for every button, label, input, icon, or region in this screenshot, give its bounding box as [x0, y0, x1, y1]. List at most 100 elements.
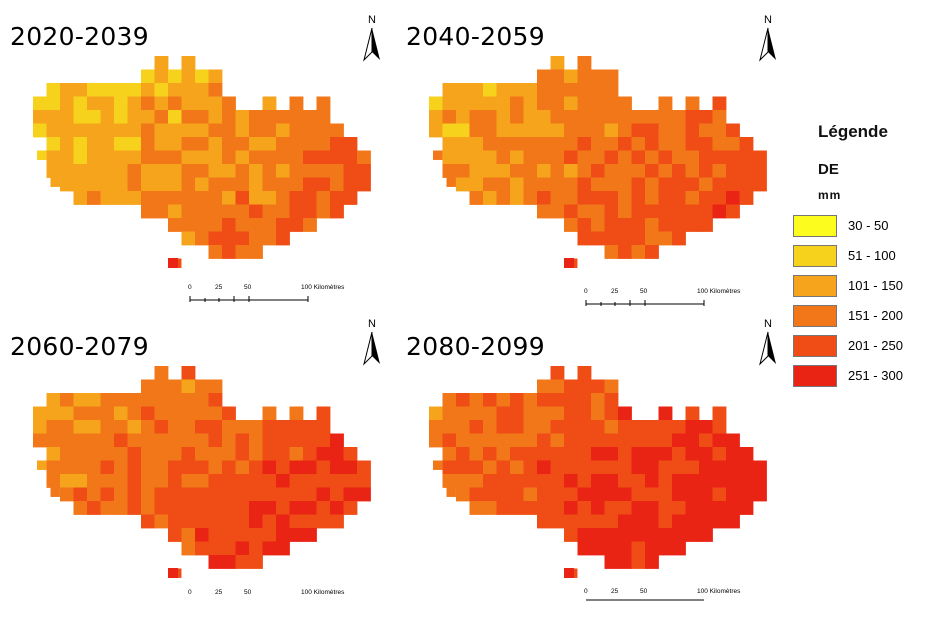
- raster-cell: [523, 393, 538, 407]
- legend-item: 201 - 250: [793, 335, 918, 359]
- raster-cell: [672, 460, 686, 475]
- raster-cell: [73, 150, 88, 165]
- raster-cell: [276, 474, 290, 488]
- raster-cell: [510, 433, 524, 448]
- raster-cell: [591, 96, 605, 111]
- raster-cell: [564, 460, 578, 475]
- raster-cell: [712, 474, 727, 488]
- raster-cell: [591, 177, 605, 192]
- raster-cell: [523, 420, 538, 434]
- raster-cell: [631, 123, 646, 138]
- raster-cell: [127, 393, 142, 407]
- raster-cell: [316, 177, 331, 192]
- legend-title: Légende: [818, 122, 888, 141]
- raster-cell: [357, 177, 371, 192]
- raster-cell: [276, 447, 290, 461]
- raster-cell: [456, 460, 470, 475]
- raster-cell: [685, 150, 700, 165]
- raster-cell: [303, 487, 317, 502]
- raster-cell: [262, 191, 277, 205]
- raster-cell: [141, 379, 155, 394]
- raster-cell: [645, 514, 659, 529]
- map-panel-2080-2099: 2080-2099: [396, 310, 796, 610]
- raster-cell: [442, 164, 457, 178]
- raster-cell: [303, 218, 317, 232]
- raster-cell: [577, 69, 592, 84]
- scale-bar: 0 25 50 100 Kilomètres: [187, 589, 387, 629]
- raster-cell: [154, 433, 169, 448]
- raster-cell: [46, 460, 61, 475]
- raster-cell: [262, 474, 277, 488]
- raster-cell: [537, 474, 551, 488]
- raster-cell: [37, 460, 47, 470]
- raster-cell: [604, 528, 619, 542]
- raster-cell: [249, 231, 263, 246]
- raster-cell: [699, 110, 713, 124]
- raster-cell: [483, 393, 497, 407]
- raster-cell: [591, 204, 605, 219]
- raster-cell: [46, 96, 61, 111]
- raster-cell: [141, 433, 155, 448]
- raster-cell: [631, 164, 646, 178]
- raster-cell: [330, 164, 344, 178]
- raster-cell: [550, 420, 565, 434]
- raster-cell: [60, 96, 74, 111]
- raster-cell: [523, 191, 538, 205]
- raster-cell: [289, 460, 304, 475]
- raster-cell: [46, 164, 61, 178]
- raster-cell: [330, 433, 344, 448]
- raster-cell: [456, 433, 470, 448]
- raster-cell: [456, 406, 470, 421]
- raster-cell: [618, 406, 632, 421]
- raster-cell: [87, 137, 101, 151]
- raster-cell: [222, 474, 236, 488]
- raster-cell: [249, 528, 263, 542]
- raster-cell: [100, 123, 115, 138]
- raster-cell: [195, 420, 209, 434]
- raster-cell: [289, 433, 304, 448]
- raster-cell: [510, 393, 524, 407]
- raster-cell: [168, 164, 182, 178]
- raster-cell: [618, 447, 632, 461]
- raster-cell: [195, 177, 209, 192]
- scale-bar: 0 25 50 100 Kilomètres: [187, 284, 387, 324]
- raster-cell: [604, 393, 619, 407]
- raster-cell: [631, 474, 646, 488]
- raster-cell: [591, 110, 605, 124]
- raster-cell: [537, 191, 551, 205]
- raster-cell: [577, 218, 592, 232]
- raster-cell: [208, 433, 223, 448]
- raster-cell: [154, 393, 169, 407]
- raster-cell: [604, 83, 619, 97]
- raster-cell: [249, 420, 263, 434]
- raster-cell: [496, 96, 511, 111]
- raster-cell: [537, 69, 551, 84]
- raster-cell: [753, 150, 767, 165]
- raster-cell: [127, 137, 142, 151]
- raster-cell: [685, 96, 700, 111]
- raster-cell: [303, 433, 317, 448]
- raster-cell: [645, 110, 659, 124]
- raster-cell: [60, 460, 74, 475]
- raster-cell: [235, 231, 250, 246]
- raster-cell: [537, 164, 551, 178]
- raster-cell: [181, 474, 196, 488]
- raster-cell: [357, 487, 371, 502]
- raster-cell: [262, 514, 277, 529]
- raster-cell: [276, 231, 290, 246]
- raster-cell: [685, 501, 700, 515]
- raster-cell: [127, 110, 142, 124]
- raster-cell: [100, 487, 115, 502]
- raster-cell: [343, 191, 358, 205]
- raster-cell: [303, 420, 317, 434]
- raster-cell: [496, 406, 511, 421]
- raster-cell: [564, 447, 578, 461]
- raster-cell: [564, 150, 578, 165]
- raster-cell: [523, 96, 538, 111]
- raster-cell: [154, 501, 169, 515]
- raster-cell: [550, 406, 565, 421]
- raster-cell: [591, 541, 605, 556]
- north-arrow-icon: N: [756, 14, 780, 62]
- raster-cell: [469, 137, 484, 151]
- raster-cell: [330, 123, 344, 138]
